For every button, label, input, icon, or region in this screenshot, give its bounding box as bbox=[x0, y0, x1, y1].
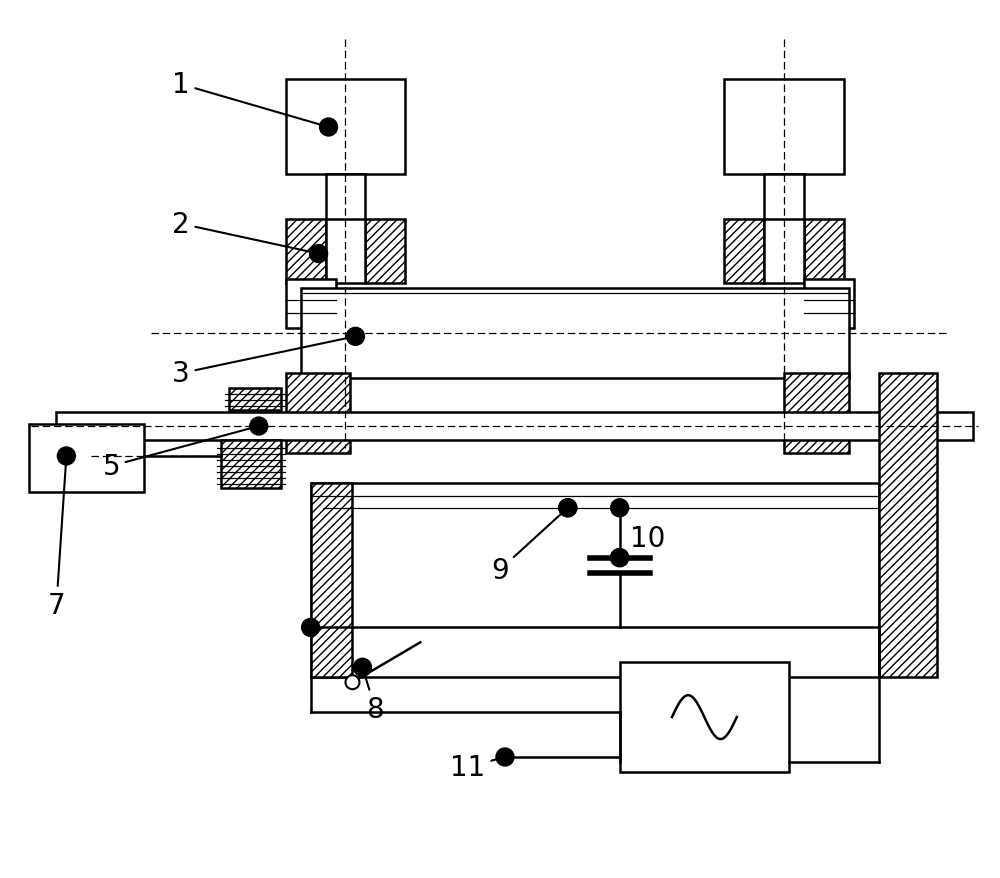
Bar bbox=[306, 304, 385, 314]
Circle shape bbox=[345, 675, 359, 689]
Bar bbox=[724, 80, 844, 175]
Bar bbox=[286, 220, 326, 284]
Circle shape bbox=[559, 500, 577, 517]
Bar bbox=[620, 663, 789, 772]
Bar bbox=[326, 175, 365, 259]
Circle shape bbox=[57, 448, 75, 465]
Circle shape bbox=[611, 549, 629, 567]
Text: 3: 3 bbox=[172, 337, 353, 388]
Circle shape bbox=[611, 500, 629, 517]
Bar bbox=[229, 389, 281, 411]
Text: 7: 7 bbox=[48, 459, 66, 620]
Circle shape bbox=[496, 748, 514, 766]
Bar bbox=[764, 175, 804, 259]
Bar bbox=[764, 220, 804, 284]
Bar bbox=[221, 441, 281, 488]
Bar bbox=[311, 483, 352, 678]
Bar bbox=[326, 220, 365, 284]
Circle shape bbox=[559, 500, 577, 517]
Bar bbox=[724, 220, 764, 284]
Bar bbox=[301, 289, 849, 378]
Bar bbox=[29, 425, 144, 493]
Text: 10: 10 bbox=[622, 524, 665, 557]
Bar bbox=[311, 483, 879, 678]
Bar bbox=[804, 220, 844, 284]
Circle shape bbox=[353, 658, 371, 676]
Text: 2: 2 bbox=[172, 211, 316, 254]
Bar bbox=[784, 374, 849, 453]
Text: 11: 11 bbox=[450, 753, 502, 781]
Circle shape bbox=[310, 245, 328, 263]
Bar bbox=[286, 374, 350, 453]
Circle shape bbox=[302, 619, 320, 637]
Text: 5: 5 bbox=[102, 428, 256, 480]
Bar bbox=[804, 279, 854, 329]
Bar bbox=[286, 80, 405, 175]
Bar bbox=[56, 413, 973, 441]
Bar bbox=[286, 279, 336, 329]
Circle shape bbox=[346, 328, 364, 346]
Bar bbox=[744, 304, 824, 314]
Text: 9: 9 bbox=[491, 510, 566, 584]
Circle shape bbox=[611, 549, 629, 567]
Bar bbox=[365, 220, 405, 284]
Text: 8: 8 bbox=[363, 670, 384, 723]
Circle shape bbox=[320, 119, 338, 137]
Text: 1: 1 bbox=[172, 71, 326, 127]
Bar bbox=[879, 374, 937, 678]
Circle shape bbox=[250, 418, 268, 435]
